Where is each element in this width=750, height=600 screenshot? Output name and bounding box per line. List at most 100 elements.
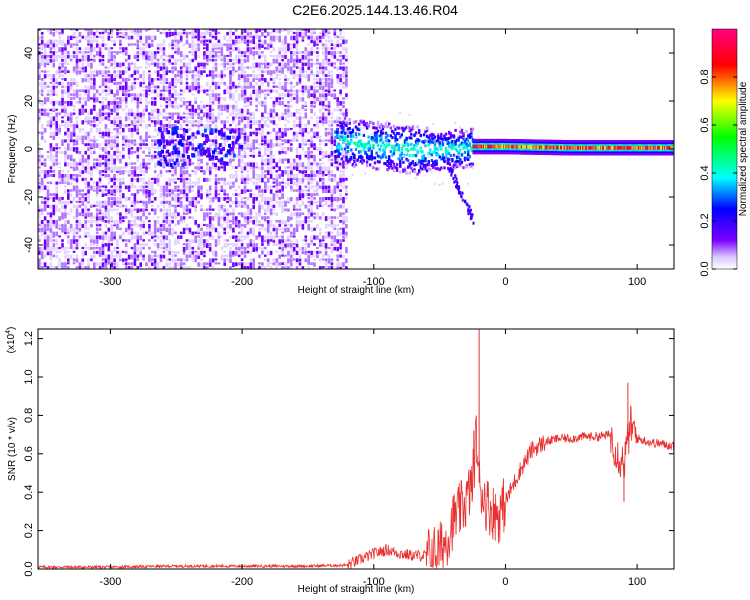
heatmap-cell [232, 166, 235, 169]
heatmap-cell [171, 197, 174, 201]
heatmap-cell [319, 135, 322, 139]
heatmap-cell [345, 58, 348, 62]
heatmap-cell [116, 208, 119, 211]
heatmap-cell [156, 177, 160, 183]
heatmap-cell [139, 227, 142, 231]
heatmap-cell [90, 177, 93, 181]
heatmap-cell [133, 258, 137, 263]
heatmap-cell [321, 254, 325, 258]
heatmap-cell [316, 124, 319, 129]
heatmap-cell [340, 122, 343, 126]
heatmap-cell [81, 135, 85, 141]
heatmap-cell [72, 81, 76, 85]
heatmap-cell [188, 200, 192, 206]
heatmap-cell [243, 262, 247, 266]
heatmap-cell [197, 47, 200, 52]
heatmap-cell [342, 135, 345, 138]
heatmap-cell [298, 70, 302, 74]
heatmap-cell [104, 204, 108, 210]
heatmap-cell [165, 200, 169, 204]
heatmap-cell [380, 129, 383, 133]
heatmap-cell [95, 227, 99, 231]
heatmap-cell [327, 174, 331, 178]
heatmap-cell [185, 120, 189, 123]
heatmap-cell [316, 147, 319, 152]
heatmap-cell [243, 66, 247, 69]
heatmap-cell [340, 157, 343, 161]
heatmap-cell [295, 116, 299, 120]
heatmap-cell [261, 170, 264, 174]
heatmap-cell [327, 197, 331, 201]
heatmap-cell [72, 35, 76, 39]
heatmap-cell [261, 177, 264, 183]
heatmap-cell [136, 208, 140, 213]
heatmap-cell [110, 166, 113, 171]
heatmap-cell [55, 58, 58, 62]
heatmap-cell [78, 170, 82, 175]
heatmap-cell [107, 220, 111, 224]
heatmap-cell [229, 29, 232, 33]
heatmap-cell [194, 166, 197, 170]
heatmap-cell [214, 93, 218, 98]
heatmap-cell [119, 254, 122, 259]
heatmap-cell [113, 66, 116, 69]
heatmap-cell [345, 66, 348, 70]
heatmap-cell [127, 266, 131, 269]
heatmap-cell [235, 204, 238, 208]
heatmap-cell [392, 149, 396, 153]
heatmap-cell [93, 239, 96, 244]
heatmap-cell [153, 70, 157, 74]
heatmap-cell [162, 216, 166, 221]
heatmap-cell [278, 127, 281, 133]
heatmap-cell [172, 146, 176, 151]
heatmap-cell [84, 193, 87, 196]
heatmap-cell [98, 174, 102, 178]
heatmap-cell [151, 258, 154, 262]
heatmap-cell [342, 112, 345, 117]
heatmap-cell [182, 216, 186, 220]
heatmap-cell [58, 131, 61, 135]
heatmap-cell [340, 147, 343, 151]
heatmap-cell [67, 70, 70, 73]
heatmap-cell [49, 58, 53, 63]
heatmap-cell [101, 174, 105, 177]
heatmap-cell [339, 170, 342, 173]
heatmap-cell [275, 200, 279, 204]
heatmap-cell [194, 258, 197, 263]
heatmap-cell [98, 54, 102, 58]
heatmap-cell [46, 185, 50, 189]
heatmap-cell [84, 235, 87, 238]
heatmap-cell [188, 58, 192, 62]
heatmap-cell [197, 124, 200, 128]
heatmap-cell [252, 51, 255, 56]
heatmap-cell [388, 166, 391, 169]
heatmap-cell [272, 223, 276, 228]
heatmap-cell [159, 239, 163, 243]
heatmap-cell [395, 163, 399, 167]
heatmap-cell [197, 85, 200, 89]
heatmap-cell [321, 116, 325, 121]
heatmap-cell [61, 174, 64, 178]
heatmap-cell [261, 162, 264, 166]
heatmap-cell [229, 158, 232, 163]
heatmap-cell [174, 174, 177, 177]
heatmap-cell [281, 54, 284, 58]
heatmap-cell [304, 166, 308, 169]
heatmap-cell [145, 162, 148, 167]
heatmap-cell [87, 131, 90, 137]
heatmap-cell [295, 174, 299, 178]
heatmap-cell [243, 204, 247, 208]
heatmap-cell [194, 223, 197, 226]
heatmap-cell [153, 143, 157, 146]
heatmap-cell [319, 200, 322, 206]
heatmap-cell [301, 162, 305, 168]
heatmap-cell [61, 197, 64, 200]
heatmap-cell [205, 135, 209, 140]
heatmap-cell [310, 174, 313, 178]
heatmap-cell [93, 116, 96, 120]
heatmap-cell [104, 166, 108, 171]
heatmap-cell [84, 204, 87, 210]
heatmap-cell [348, 127, 351, 130]
heatmap-cell [197, 74, 200, 79]
heatmap-cell [55, 85, 58, 89]
